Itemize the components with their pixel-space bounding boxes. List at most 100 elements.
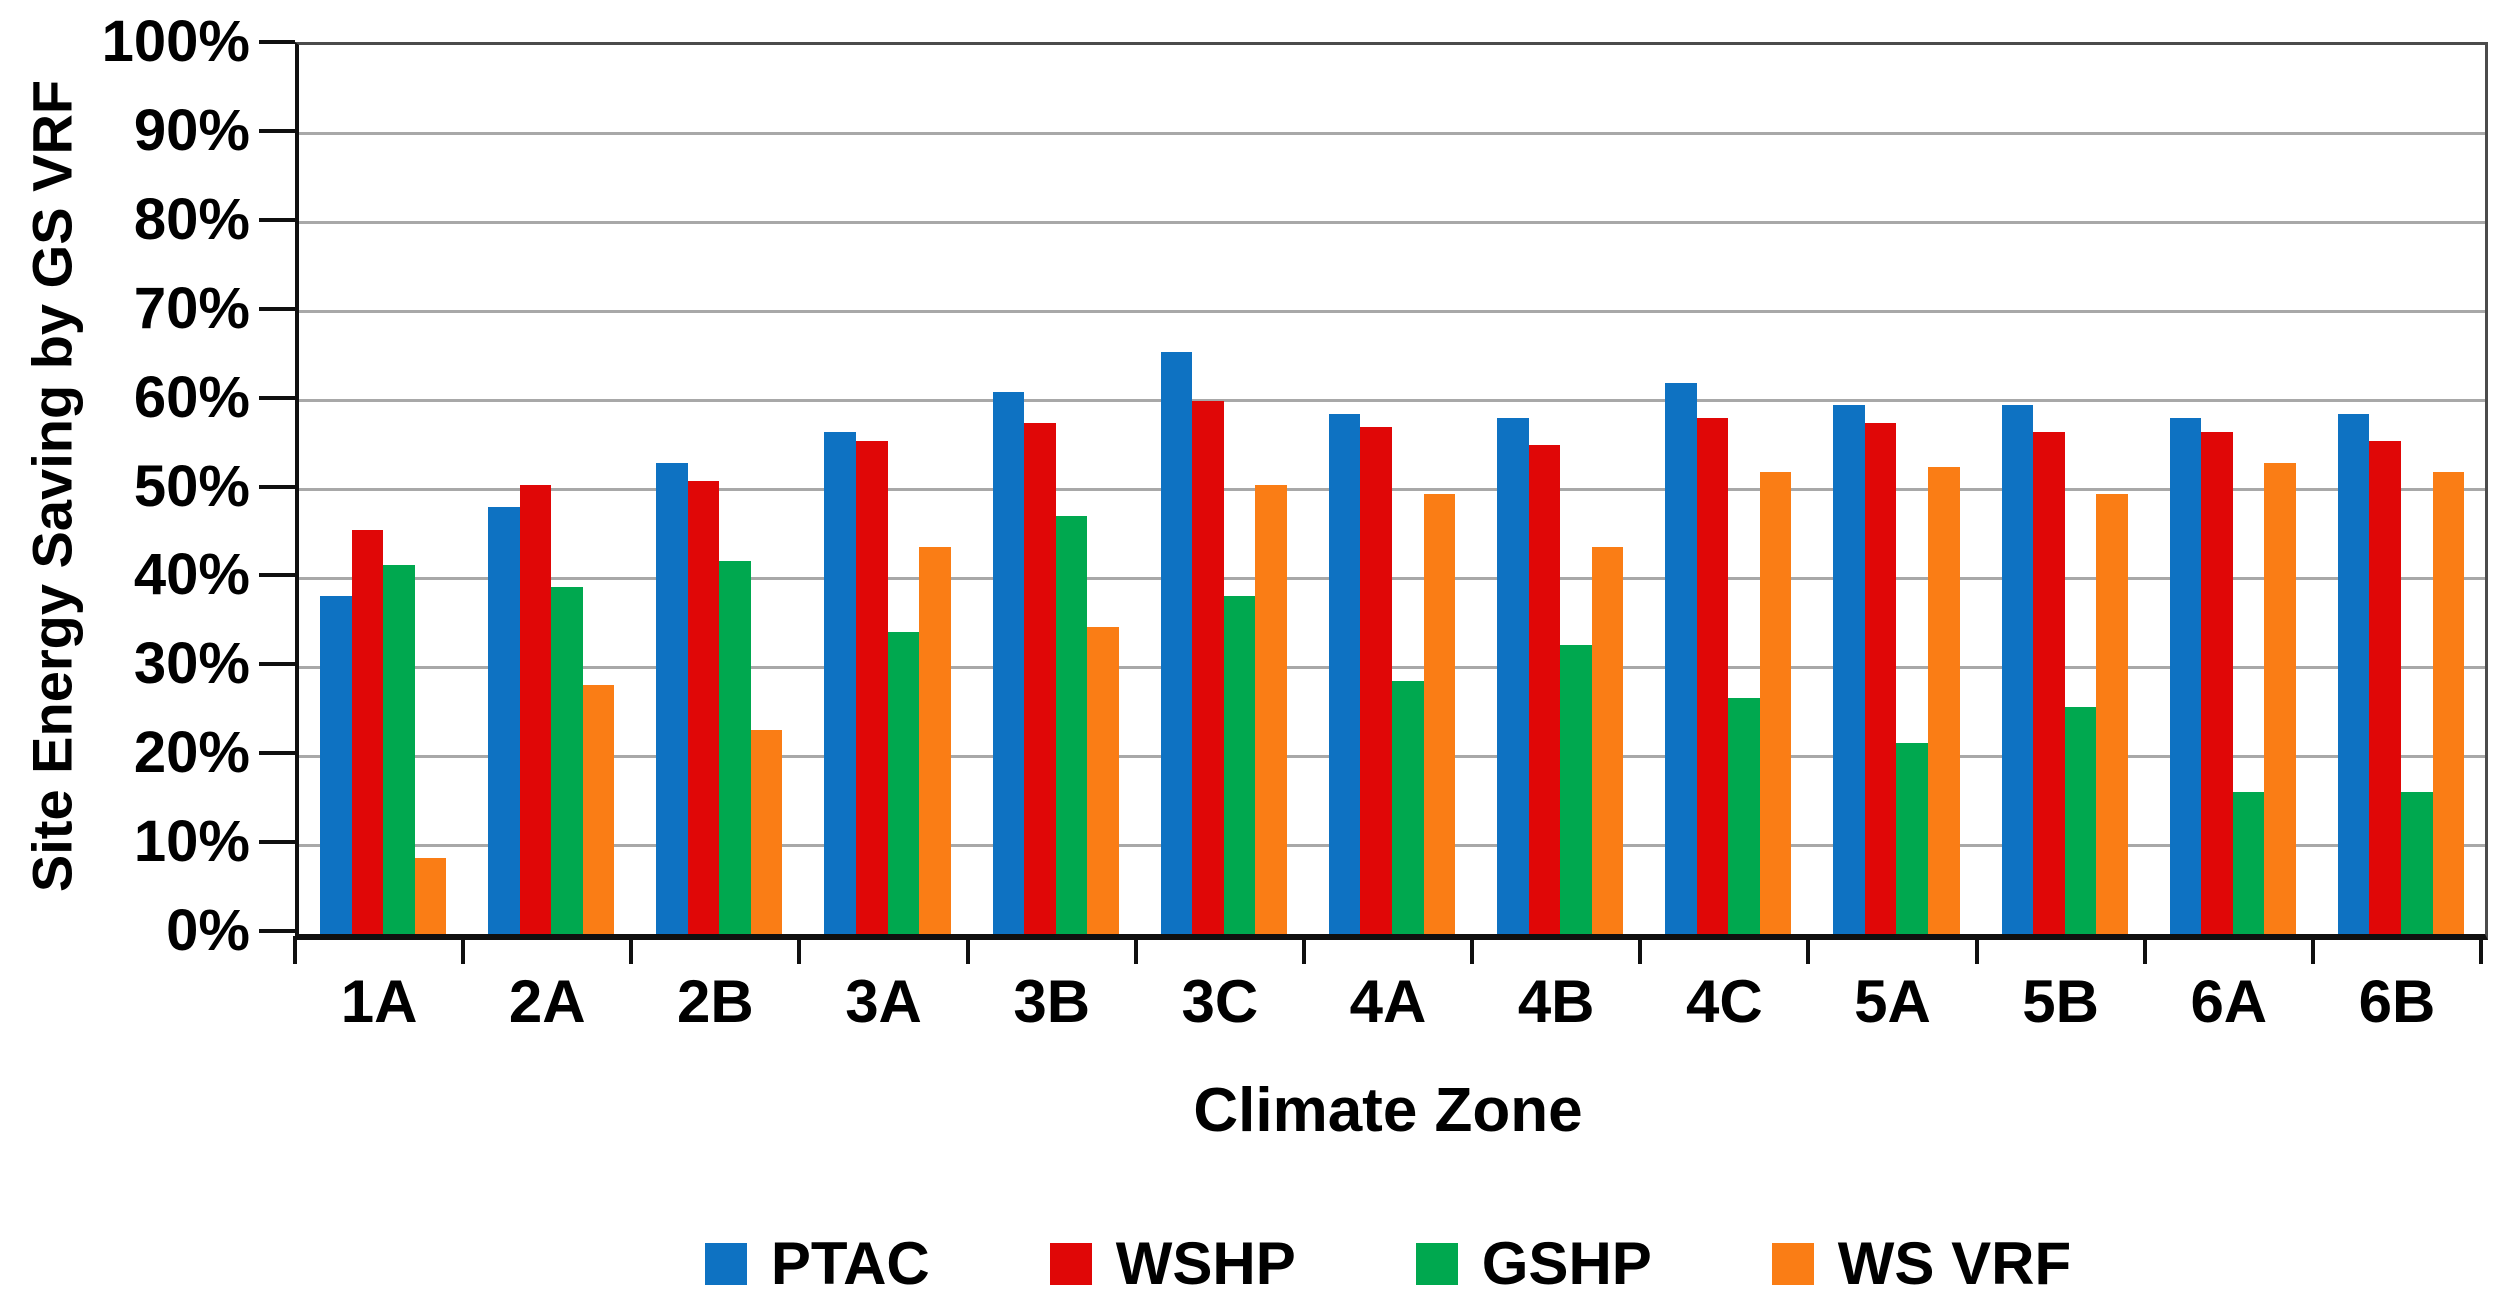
y-tick-label-0pct: 0%: [166, 898, 250, 963]
bar-gshp-6A: [2232, 791, 2265, 934]
bar-wshp-2B: [687, 480, 720, 934]
legend-label: GSHP: [1481, 1230, 1652, 1297]
y-tick-label-90pct: 90%: [133, 97, 250, 163]
x-axis-title: Climate Zone: [1193, 1076, 1583, 1145]
bar-gshp-2A: [551, 587, 583, 934]
legend-label: WS VRF: [1837, 1230, 2072, 1297]
bar-ws-vrf-5A: [1928, 467, 1960, 934]
legend-swatch-icon: [1415, 1243, 1458, 1285]
bar-ptac-2A: [488, 507, 520, 934]
bar-group-3A: [803, 45, 971, 934]
bar-group-4C: [1644, 45, 1812, 934]
y-tick-mark-60pct: [259, 395, 295, 400]
bar-group-1A: [299, 45, 467, 934]
x-tick-label-3A: 3A: [845, 968, 922, 1035]
x-tick-label-2B: 2B: [677, 968, 754, 1035]
y-tick-label-80pct: 80%: [133, 186, 250, 252]
legend-swatch-icon: [1771, 1243, 1814, 1285]
x-tick-label-5B: 5B: [2022, 968, 2099, 1035]
bar-group-3C: [1140, 45, 1308, 934]
bar-wshp-6B: [2369, 440, 2401, 934]
y-tick-mark-10pct: [259, 840, 295, 845]
y-tick-label-100pct: 100%: [101, 9, 250, 74]
x-tick-label-3C: 3C: [1181, 968, 1259, 1035]
legend-item-ws-vrf: WS VRF: [1771, 1230, 2072, 1297]
y-tick-mark-40pct: [259, 573, 295, 578]
x-tick-mark-5: [1133, 936, 1138, 964]
bar-ptac-6B: [2337, 413, 2370, 934]
legend-swatch-icon: [1049, 1243, 1092, 1285]
legend-item-gshp: GSHP: [1415, 1230, 1652, 1297]
x-tick-label-2A: 2A: [508, 968, 586, 1035]
bar-ws-vrf-2A: [582, 685, 615, 934]
x-tick-label-4C: 4C: [1685, 968, 1763, 1035]
bar-wshp-4A: [1360, 427, 1393, 934]
gridline-90: [299, 132, 2485, 136]
x-tick-label-5A: 5A: [1854, 968, 1931, 1035]
bar-wshp-3A: [856, 440, 888, 934]
bar-ptac-4A: [1328, 413, 1361, 934]
bar-group-6B: [2317, 45, 2485, 934]
y-tick-label-40pct: 40%: [133, 542, 250, 608]
bar-ptac-3C: [1160, 351, 1193, 934]
x-tick-label-4B: 4B: [1517, 968, 1595, 1035]
bar-group-6A: [2149, 45, 2317, 934]
x-tick-mark-6: [1301, 936, 1306, 964]
bar-ws-vrf-3C: [1255, 485, 1287, 934]
x-axis-tick-labels: 1A 2A 2B 3A 3B 3C 4A 4B 4C 5A 5B 6A 6B: [295, 966, 2481, 1038]
x-tick-label-6A: 6A: [2190, 968, 2268, 1035]
bar-ws-vrf-1A: [414, 858, 447, 934]
y-tick-mark-0pct: [259, 929, 295, 933]
plot-area: [295, 42, 2488, 940]
x-tick-mark-4: [965, 936, 970, 964]
bar-group-4A: [1308, 45, 1476, 934]
y-tick-mark-50pct: [259, 484, 295, 489]
y-tick-mark-30pct: [259, 662, 295, 667]
bar-ptac-3B: [992, 391, 1025, 934]
bar-wshp-4B: [1528, 445, 1561, 934]
bar-gshp-2B: [719, 560, 751, 934]
bar-gshp-3B: [1055, 516, 1088, 934]
x-tick-label-1A: 1A: [340, 968, 418, 1035]
bar-gshp-4B: [1560, 645, 1592, 934]
bar-ptac-5A: [1833, 405, 1865, 934]
x-tick-mark-12: [2310, 936, 2315, 964]
bar-gshp-1A: [383, 565, 415, 934]
legend-swatch-icon: [704, 1243, 747, 1285]
bar-ptac-4C: [1665, 382, 1697, 934]
bar-ws-vrf-5B: [2096, 493, 2128, 934]
x-tick-mark-1: [461, 936, 466, 964]
bar-ws-vrf-3B: [1087, 627, 1119, 934]
x-tick-mark-13: [2479, 936, 2483, 964]
bar-ptac-2B: [656, 462, 688, 934]
bar-group-5B: [1981, 45, 2149, 934]
bar-ws-vrf-6A: [2264, 462, 2296, 934]
bar-ws-vrf-6B: [2432, 471, 2465, 934]
y-tick-label-60pct: 60%: [133, 364, 250, 430]
bar-gshp-4C: [1728, 698, 1760, 934]
bar-gshp-5A: [1896, 742, 1929, 934]
gridline-60: [299, 399, 2485, 403]
x-tick-mark-3: [797, 936, 802, 964]
y-tick-mark-90pct: [259, 128, 295, 133]
x-axis-tick-marks: [293, 936, 2483, 966]
bar-ws-vrf-3A: [919, 547, 951, 934]
x-tick-mark-9: [1806, 936, 1811, 964]
legend-label: WSHP: [1115, 1230, 1296, 1297]
legend-item-wshp: WSHP: [1049, 1230, 1296, 1297]
y-axis-tick-marks: [259, 40, 295, 933]
bar-wshp-5B: [2033, 431, 2065, 934]
bar-ws-vrf-4B: [1591, 547, 1624, 934]
bar-wshp-6A: [2201, 431, 2233, 934]
legend-label: PTAC: [770, 1230, 930, 1297]
bar-ws-vrf-4A: [1423, 493, 1456, 934]
bar-gshp-4A: [1392, 680, 1424, 934]
bars-row: [299, 45, 2485, 934]
x-tick-mark-11: [2142, 936, 2147, 964]
bar-group-5A: [1812, 45, 1980, 934]
gridline-80: [299, 221, 2485, 225]
x-tick-mark-0: [293, 936, 297, 964]
x-tick-label-6B: 6B: [2358, 968, 2436, 1035]
bar-ptac-4B: [1497, 418, 1529, 934]
